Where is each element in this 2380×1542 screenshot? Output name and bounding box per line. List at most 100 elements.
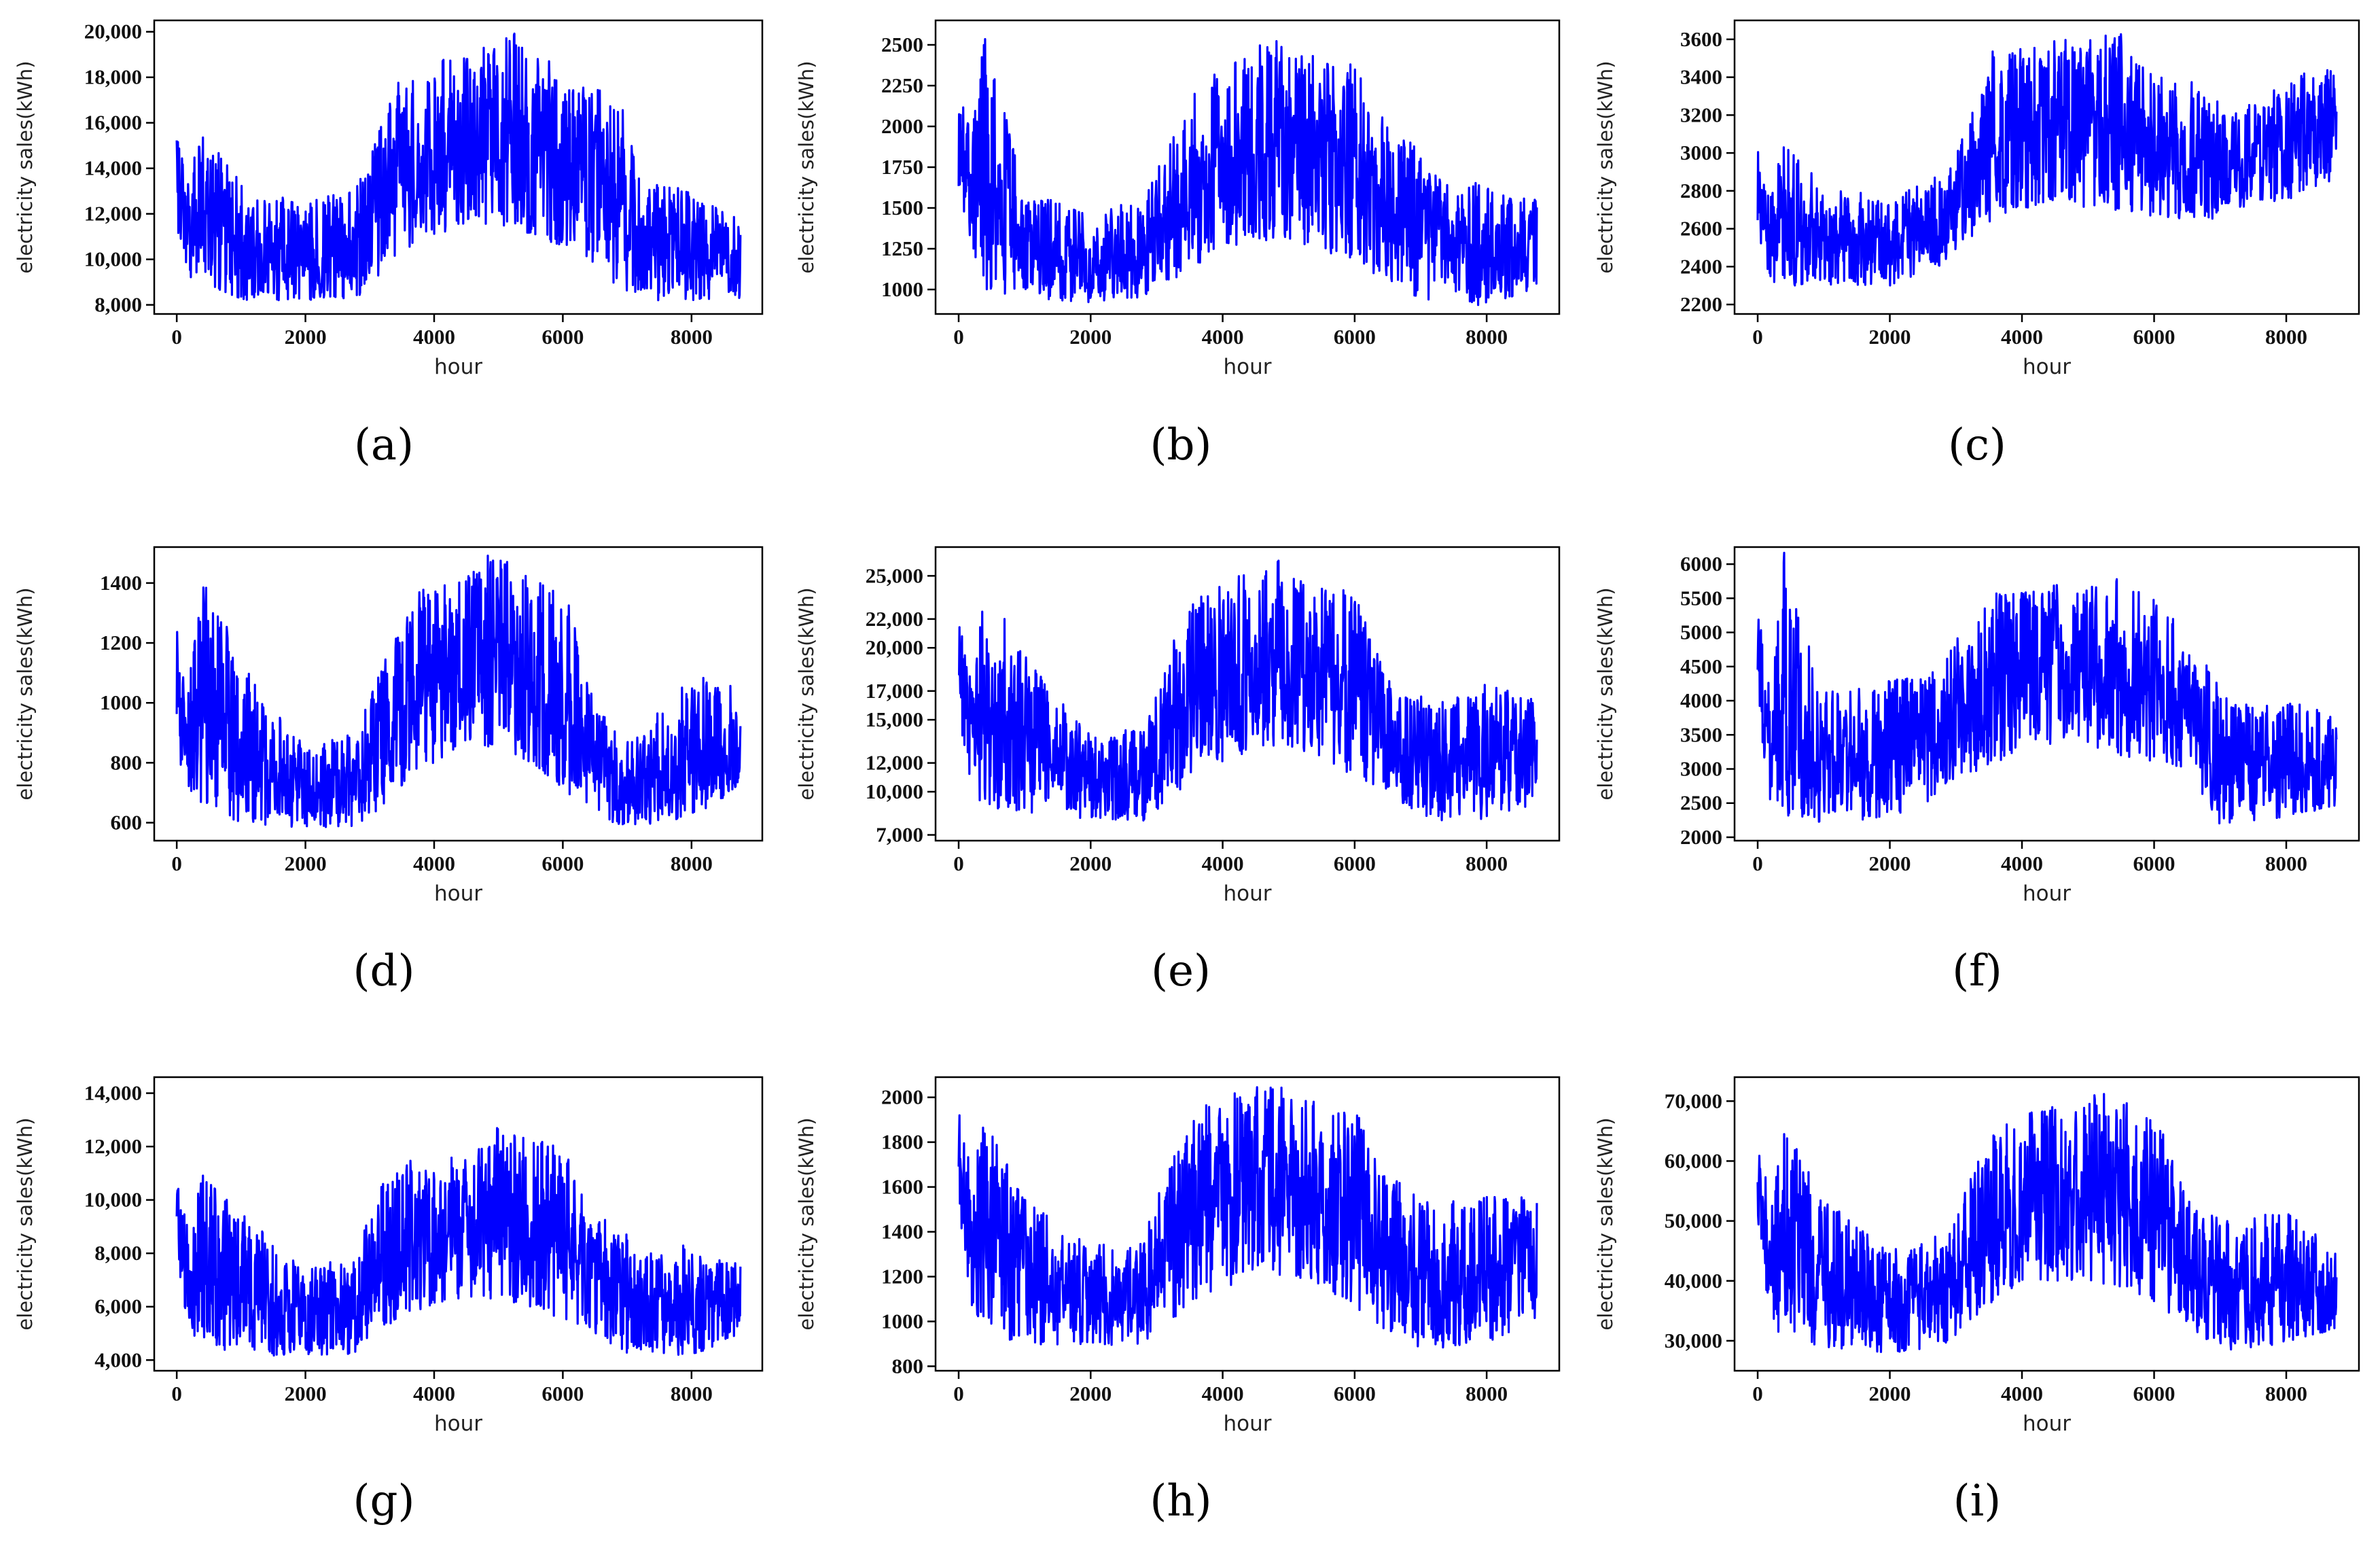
- x-tick-label: 6000: [1334, 852, 1376, 875]
- panel-label-b: (b): [1150, 420, 1212, 470]
- x-tick-label: 2000: [1069, 852, 1112, 875]
- y-tick-label: 14,000: [84, 156, 142, 180]
- y-tick-label: 50,000: [1665, 1209, 1722, 1233]
- series-line-electricity-sales: [175, 555, 742, 828]
- panel-label-g: (g): [353, 1476, 415, 1526]
- y-tick-label: 6000: [1680, 552, 1722, 576]
- x-tick-label: 6000: [2133, 1382, 2175, 1405]
- y-tick-label: 1750: [881, 155, 923, 179]
- y-axis-label: electricity sales(kWh): [795, 587, 818, 800]
- x-tick-label: 0: [953, 1382, 964, 1405]
- y-axis-label: electricity sales(kWh): [14, 60, 37, 273]
- x-tick-label: 8000: [671, 325, 713, 349]
- series-line-electricity-sales: [957, 1086, 1538, 1349]
- x-tick-label: 0: [953, 325, 964, 349]
- x-tick-label: 0: [953, 852, 964, 875]
- plot-frame: [934, 546, 1561, 842]
- y-tick-label: 12,000: [84, 202, 142, 226]
- y-tick-label: 30,000: [1665, 1329, 1722, 1352]
- y-tick-label: 18,000: [84, 65, 142, 89]
- series-line-electricity-sales: [175, 1127, 742, 1357]
- x-tick-label: 8000: [671, 852, 713, 875]
- y-tick-label: 3000: [1680, 757, 1722, 781]
- panel-label-h: (h): [1150, 1476, 1211, 1526]
- x-tick-label: 2000: [285, 1382, 327, 1405]
- y-axis-label: electricity sales(kWh): [1594, 1117, 1617, 1330]
- chart-panel-h: 0 2000 4000 6000 8000 800 1000 1200 1400 1600 1800…: [795, 1076, 1561, 1526]
- x-tick-label: 2000: [285, 325, 327, 349]
- series-line-electricity-sales: [958, 559, 1538, 822]
- y-tick-label: 4,000: [94, 1348, 142, 1371]
- y-tick-label: 8,000: [94, 293, 142, 317]
- y-tick-label: 3400: [1680, 65, 1722, 89]
- panel-label-d: (d): [353, 946, 415, 996]
- x-axis-label: hour: [1223, 355, 1271, 379]
- x-tick-label: 8000: [1466, 852, 1508, 875]
- y-tick-label: 4500: [1680, 654, 1722, 678]
- series-line-electricity-sales: [175, 32, 742, 302]
- y-tick-label: 2000: [881, 1085, 923, 1109]
- x-axis-label: hour: [1223, 881, 1271, 906]
- x-tick-label: 0: [171, 325, 182, 349]
- x-tick-label: 0: [1752, 325, 1763, 349]
- x-tick-label: 8000: [2265, 852, 2307, 875]
- y-tick-label: 14,000: [84, 1081, 142, 1105]
- y-axis-label: electricity sales(kWh): [14, 587, 37, 800]
- x-tick-label: 6000: [541, 852, 584, 875]
- series-line-electricity-sales: [1756, 551, 2338, 825]
- x-tick-label: 6000: [1334, 1382, 1376, 1405]
- y-tick-label: 12,000: [866, 751, 923, 775]
- y-tick-label: 10,000: [866, 779, 923, 803]
- x-axis-label: hour: [2023, 355, 2071, 379]
- y-axis-label: electricity sales(kWh): [1594, 587, 1617, 800]
- x-tick-label: 2000: [1869, 852, 1911, 875]
- y-tick-label: 22,000: [866, 607, 923, 631]
- x-tick-label: 4000: [1202, 325, 1244, 349]
- x-tick-label: 8000: [1466, 325, 1508, 349]
- plot-frame: [153, 546, 764, 842]
- chart-panel-d: 0 2000 4000 6000 8000 600 800 1000 1200 1400 hour e…: [14, 546, 764, 996]
- y-tick-label: 20,000: [84, 20, 142, 43]
- plot-frame: [1733, 19, 2360, 315]
- x-tick-label: 4000: [2001, 852, 2043, 875]
- x-tick-label: 2000: [1069, 325, 1112, 349]
- y-tick-label: 1200: [100, 631, 142, 654]
- plot-frame: [153, 1076, 764, 1372]
- chart-panel-e: 0 2000 4000 6000 8000 7,000 10,000 12,000 15,000…: [795, 546, 1561, 996]
- x-tick-label: 2000: [1869, 325, 1911, 349]
- x-tick-label: 8000: [2265, 325, 2307, 349]
- x-tick-label: 2000: [1869, 1382, 1911, 1405]
- y-tick-label: 1800: [881, 1130, 923, 1154]
- y-tick-label: 3500: [1680, 722, 1722, 746]
- panel-label-f: (f): [1952, 946, 2002, 996]
- x-axis-label: hour: [434, 881, 482, 906]
- y-tick-label: 25,000: [866, 563, 923, 587]
- x-tick-label: 4000: [413, 1382, 455, 1405]
- chart-panel-f: 0 2000 4000 6000 8000 2000 2500 3000 3500 4000 450…: [1594, 546, 2360, 996]
- chart-panel-b: 0 2000 4000 6000 8000 1000 1250 1500 1750 2000 225…: [795, 19, 1561, 470]
- y-tick-label: 4000: [1680, 688, 1722, 712]
- x-axis-label: hour: [1223, 1412, 1271, 1436]
- x-tick-label: 8000: [2265, 1382, 2307, 1405]
- y-tick-label: 60,000: [1665, 1149, 1722, 1172]
- y-tick-label: 10,000: [84, 247, 142, 271]
- plot-frame: [153, 19, 764, 315]
- x-tick-label: 0: [1752, 852, 1763, 875]
- x-tick-label: 6000: [2133, 852, 2175, 875]
- x-axis-label: hour: [2023, 1412, 2071, 1436]
- y-tick-label: 3600: [1680, 27, 1722, 51]
- y-tick-label: 20,000: [866, 635, 923, 659]
- y-tick-label: 1600: [881, 1175, 923, 1199]
- y-tick-label: 2500: [881, 33, 923, 56]
- series-line-electricity-sales: [957, 38, 1538, 306]
- y-tick-label: 12,000: [84, 1134, 142, 1158]
- x-axis-label: hour: [434, 1412, 482, 1436]
- y-tick-label: 2200: [1680, 292, 1722, 316]
- y-tick-label: 2500: [1680, 791, 1722, 815]
- y-tick-label: 2800: [1680, 179, 1722, 203]
- x-tick-label: 6000: [541, 325, 584, 349]
- x-tick-label: 4000: [1202, 852, 1244, 875]
- x-tick-label: 4000: [413, 852, 455, 875]
- chart-panel-i: 0 2000 4000 6000 8000 30,000 40,000 50,000 60,00…: [1594, 1076, 2360, 1526]
- x-tick-label: 6000: [1334, 325, 1376, 349]
